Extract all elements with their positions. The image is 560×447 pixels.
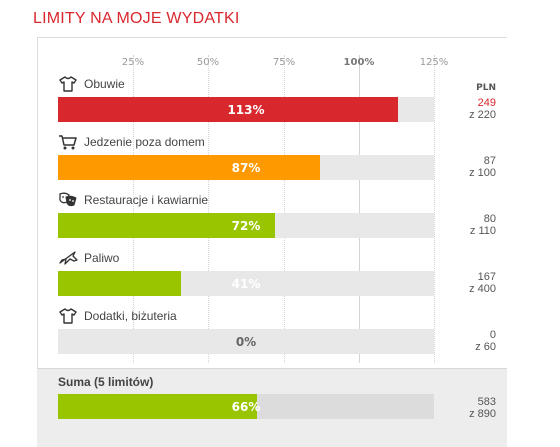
limit-label: Dodatki, biżuteria — [58, 305, 177, 327]
limit-max: z 110 — [469, 225, 496, 237]
gridline-25 — [133, 55, 134, 363]
plane-icon — [58, 250, 78, 266]
limit-label: Paliwo — [58, 247, 119, 269]
limit-max: z 400 — [469, 283, 496, 295]
limit-row[interactable]: Dodatki, biżuteria 0% 0 z 60 — [58, 305, 498, 363]
scale-tick-label: 100% — [343, 57, 375, 68]
limit-bar-track: 41% — [58, 271, 434, 296]
scale-tick-label: 50% — [196, 57, 220, 68]
limit-label-text: Jedzenie poza domem — [84, 135, 205, 149]
limit-amounts: 87 z 100 — [458, 155, 496, 179]
summary-spent: 583 — [477, 396, 496, 408]
limit-bar-fill — [58, 271, 181, 296]
limit-bar-track: 72% — [58, 213, 434, 238]
summary-bar-fill — [58, 394, 257, 419]
limit-label: Jedzenie poza domem — [58, 131, 205, 153]
limit-max: z 60 — [475, 341, 496, 353]
limit-label-text: Restauracje i kawiarnie — [84, 193, 209, 207]
currency-header: PLN — [476, 83, 496, 93]
limit-bar-track: 0% — [58, 329, 434, 354]
limit-row[interactable]: Paliwo 41% 167 z 400 — [58, 247, 498, 305]
summary-limit: z 890 — [469, 408, 496, 420]
limit-row[interactable]: Restauracje i kawiarnie 72% 80 z 110 — [58, 189, 498, 247]
limit-spent: 87 — [483, 155, 496, 167]
limit-spent: 249 — [477, 97, 496, 109]
scale-tick-label: 75% — [272, 57, 296, 68]
tshirt-icon — [58, 308, 78, 324]
limit-amounts: 249 z 220 — [458, 97, 496, 121]
limit-spent: 167 — [477, 271, 496, 283]
limit-spent: 80 — [483, 213, 496, 225]
limit-max: z 100 — [469, 167, 496, 179]
limit-bar-fill — [58, 213, 275, 238]
limit-max: z 220 — [469, 109, 496, 121]
limit-amounts: 167 z 400 — [458, 271, 496, 295]
limit-percent: 41% — [231, 276, 261, 291]
limit-label-text: Obuwie — [84, 77, 125, 91]
summary-row: Suma (5 limitów) 66% 583 z 890 — [37, 368, 507, 447]
limit-bar-track: 113% — [58, 97, 434, 122]
limit-row[interactable]: Obuwie 113% 249 z 220 — [58, 73, 498, 131]
summary-amounts: 583 z 890 — [458, 396, 496, 420]
summary-label: Suma (5 limitów) — [58, 375, 154, 389]
gridline-75 — [284, 55, 285, 363]
gridline-100 — [359, 55, 360, 363]
limit-percent: 0% — [235, 334, 257, 349]
summary-percent: 66% — [231, 399, 261, 414]
limit-percent: 72% — [231, 218, 261, 233]
scale-tick-label: 25% — [121, 57, 145, 68]
limit-row[interactable]: Jedzenie poza domem 87% 87 z 100 — [58, 131, 498, 189]
limit-label-text: Dodatki, biżuteria — [84, 309, 177, 323]
page-title: LIMITY NA MOJE WYDATKI — [33, 10, 240, 27]
limit-label: Obuwie — [58, 73, 125, 95]
limit-bar-fill — [58, 97, 398, 122]
scale-tick-label: 125% — [419, 57, 449, 68]
cart-icon — [58, 134, 78, 150]
gridline-50 — [208, 55, 209, 363]
limit-percent: 87% — [231, 160, 261, 175]
limit-spent: 0 — [489, 329, 496, 341]
tshirt-icon — [58, 76, 78, 92]
limit-bar-track: 87% — [58, 155, 434, 180]
summary-bar-track[interactable]: 66% — [58, 394, 434, 419]
masks-icon — [58, 192, 78, 208]
gridline-125 — [434, 55, 435, 363]
limit-label: Restauracje i kawiarnie — [58, 189, 208, 211]
limit-label-text: Paliwo — [84, 251, 120, 265]
limit-percent: 113% — [227, 102, 265, 117]
limit-bar-fill — [58, 155, 320, 180]
limit-amounts: 80 z 110 — [458, 213, 496, 237]
